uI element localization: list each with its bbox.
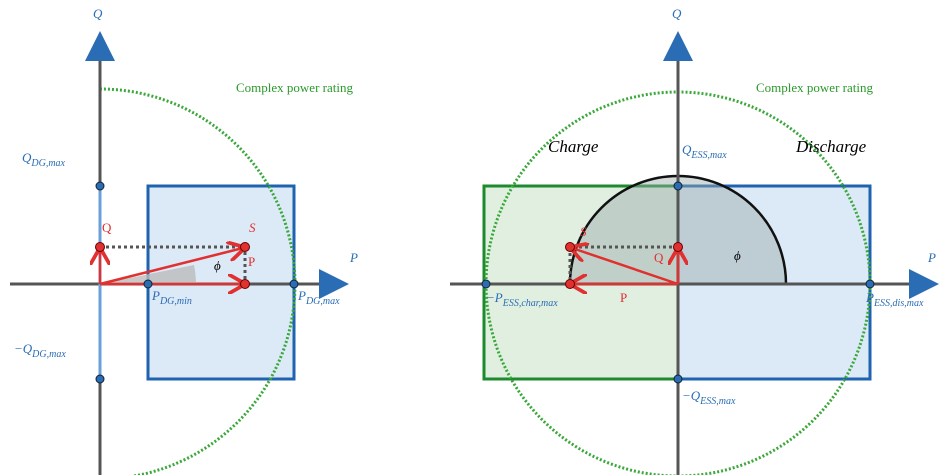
rating-circle	[99, 87, 297, 475]
rating-label: Complex power rating	[236, 80, 353, 95]
phi-label: ϕ	[734, 248, 741, 263]
discharge-label: Discharge	[795, 137, 867, 156]
angle	[100, 265, 196, 284]
p-dis-label: PESS,dis,max	[865, 290, 924, 309]
rating-label: Complex power rating	[756, 80, 873, 95]
p-min-label: PDG,min	[151, 288, 192, 307]
s-label: S	[249, 220, 256, 235]
neg-p-char-label: −PESS,char,max	[486, 290, 558, 309]
phi-label: ϕ	[214, 258, 221, 273]
p-vector-label: P	[248, 254, 255, 269]
p-vector-label: P	[620, 290, 627, 305]
s-label: S	[580, 224, 587, 239]
right-diagram: Q Complex power rating Charge Discharge …	[450, 6, 939, 475]
vectors	[572, 248, 678, 284]
vector-points	[565, 242, 683, 289]
q-max-label: QESS,max	[682, 142, 727, 161]
vector-points	[95, 242, 250, 289]
neg-q-max-label: −QESS,max	[682, 388, 736, 407]
q-vector-label: Q	[654, 250, 664, 265]
p-axis-label: P	[349, 250, 358, 265]
q-axis-label: Q	[93, 6, 103, 21]
left-diagram: Q Complex power rating QDG,max Q S P ϕ P…	[10, 6, 358, 475]
charge-label: Charge	[548, 137, 599, 156]
points	[95, 181, 299, 384]
q-max-label: QDG,max	[22, 150, 66, 169]
points	[481, 181, 875, 384]
q-axis-label: Q	[672, 6, 682, 21]
neg-q-max-label: −QDG,max	[14, 341, 66, 360]
p-axis-label: P	[927, 250, 936, 265]
p-max-label: PDG,max	[297, 288, 340, 307]
q-vector-label: Q	[102, 220, 112, 235]
vectors	[100, 248, 243, 284]
